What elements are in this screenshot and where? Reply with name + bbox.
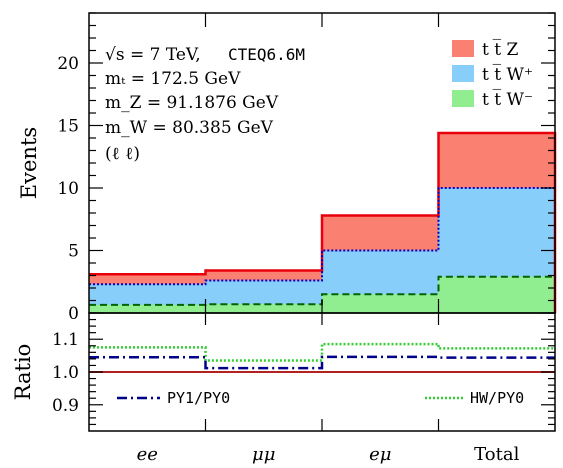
y-axis-label-events: Events	[17, 127, 41, 199]
ytick-label: 10	[57, 179, 79, 199]
ratio-ytick-label: 1.0	[52, 363, 79, 383]
annotation-mt: mₜ = 172.5 GeV	[105, 69, 241, 89]
x-axis-categories: ee μμ eμ Total	[137, 444, 520, 465]
event-yield-panel: 0 5 10 15 20 Events √s = 7 TeV, CTEQ6.6M mₜ …	[17, 12, 557, 431]
ytick-label: 15	[57, 117, 79, 137]
legend-swatch-ttwminus	[452, 90, 474, 107]
annotation-channel: (ℓ ℓ)	[105, 144, 140, 164]
outline-ttwplus	[89, 187, 555, 286]
bar-ttwminus-4	[438, 276, 555, 313]
legend-label-ttwminus: t t̅ W⁻	[482, 88, 533, 110]
legend-label-ttwplus: t t̅ W⁺	[482, 63, 533, 85]
ratio-lines	[89, 342, 555, 373]
ratio-legend: PY1/PY0 HW/PY0	[117, 389, 524, 407]
annotation-sqrt-s: √s = 7 TeV,	[105, 45, 201, 65]
annotation-mw: m_W = 80.385 GeV	[105, 118, 274, 138]
ytick-label: 0	[68, 304, 79, 324]
outline-ttz	[89, 131, 557, 313]
x-category-label: eμ	[369, 444, 391, 465]
legend-swatch-ttwplus	[452, 65, 474, 82]
ratio-ytick-label: 1.1	[52, 330, 79, 350]
annotation-pdf: CTEQ6.6M	[228, 45, 305, 64]
ratio-panel: 0.9 1.0 1.1 Ratio PY1/PY0 HW/PY0	[11, 312, 556, 432]
legend: t t̅ Z t t̅ W⁺ t t̅ W⁻	[452, 38, 533, 110]
ratio-ytick-label: 0.9	[52, 396, 79, 416]
x-category-label: Total	[474, 444, 519, 465]
bar-ttwminus-1	[89, 304, 206, 313]
legend-swatch-ttz	[452, 40, 474, 57]
stacked-histograms	[89, 131, 557, 313]
annotation-mz: m_Z = 91.1876 GeV	[105, 93, 279, 113]
y-axis-label-ratio: Ratio	[11, 344, 35, 401]
ratio-line-py1	[89, 355, 555, 370]
legend-label-hw: HW/PY0	[470, 389, 524, 407]
ytick-label: 5	[68, 242, 79, 262]
ytick-label: 20	[57, 54, 79, 74]
x-category-label: ee	[137, 444, 158, 465]
upper-y-axis: 0 5 10 15 20	[57, 12, 555, 431]
x-category-label: μμ	[252, 444, 275, 465]
bar-ttwminus-3	[322, 294, 439, 313]
lower-y-axis: 0.9 1.0 1.1	[52, 312, 555, 426]
ratio-plot-frame	[88, 312, 556, 432]
bar-ttwminus-2	[205, 304, 322, 313]
legend-label-ttz: t t̅ Z	[482, 38, 518, 60]
legend-label-py1: PY1/PY0	[167, 389, 230, 407]
annotation-block: √s = 7 TeV, CTEQ6.6M mₜ = 172.5 GeV m_Z …	[105, 45, 305, 164]
